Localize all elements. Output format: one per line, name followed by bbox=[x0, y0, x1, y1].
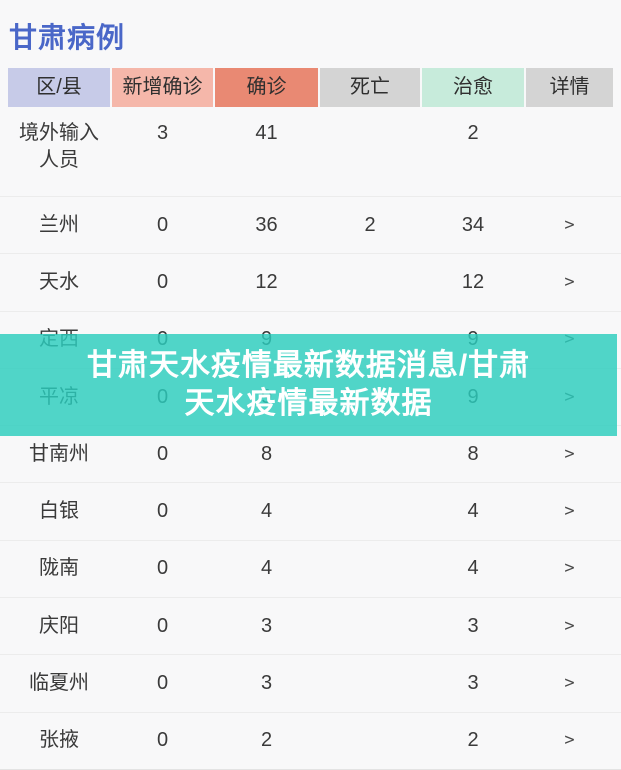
confirmed-value: 3 bbox=[260, 672, 273, 695]
table-row[interactable]: 兰州 0 36 2 34 > bbox=[0, 197, 621, 255]
region-name: 临夏州 bbox=[29, 672, 89, 695]
column-header-cured: 治愈 bbox=[422, 68, 524, 107]
cured-value: 2 bbox=[467, 729, 479, 752]
cured-value: 2 bbox=[467, 122, 479, 144]
cured-value: 3 bbox=[467, 614, 479, 637]
cured-value: 8 bbox=[467, 442, 479, 465]
column-header-detail: 详情 bbox=[526, 68, 613, 107]
new-confirmed-value: 0 bbox=[156, 270, 169, 293]
region-name: 陇南 bbox=[39, 557, 79, 580]
table-row: 境外输入人员 3 41 2 bbox=[0, 107, 621, 197]
overlay-text-line1: 甘肃天水疫情最新数据消息/甘肃 bbox=[86, 349, 531, 382]
chevron-right-icon[interactable]: > bbox=[564, 730, 575, 751]
cured-value: 4 bbox=[467, 500, 479, 523]
column-header-confirmed: 确诊 bbox=[215, 68, 318, 107]
overlay-banner: 甘肃天水疫情最新数据消息/甘肃 天水疫情最新数据 bbox=[0, 334, 617, 436]
new-confirmed-value: 0 bbox=[156, 729, 169, 752]
confirmed-value: 4 bbox=[260, 500, 273, 523]
table-row[interactable]: 陇南 0 4 4 > bbox=[0, 541, 621, 599]
chevron-right-icon[interactable]: > bbox=[564, 214, 575, 235]
table-row[interactable]: 张掖 0 2 2 > bbox=[0, 713, 621, 769]
chevron-right-icon[interactable]: > bbox=[564, 673, 575, 694]
column-header-region: 区/县 bbox=[8, 68, 110, 107]
confirmed-value: 3 bbox=[260, 614, 273, 637]
new-confirmed-value: 0 bbox=[156, 213, 169, 236]
chevron-right-icon[interactable]: > bbox=[564, 501, 575, 522]
table-row[interactable]: 天水 0 12 12 > bbox=[0, 254, 621, 312]
title-band: 甘肃病例 bbox=[0, 0, 621, 68]
table-row[interactable]: 庆阳 0 3 3 > bbox=[0, 598, 621, 656]
cured-value: 3 bbox=[467, 672, 479, 695]
table-row[interactable]: 甘南州 0 8 8 > bbox=[0, 426, 621, 484]
region-name: 庆阳 bbox=[39, 614, 79, 637]
region-name: 境外输入人员 bbox=[19, 122, 99, 171]
confirmed-value: 41 bbox=[255, 122, 278, 144]
region-name: 甘南州 bbox=[29, 442, 89, 465]
chevron-right-icon[interactable]: > bbox=[564, 271, 575, 292]
region-name: 白银 bbox=[39, 500, 79, 523]
chevron-right-icon[interactable]: > bbox=[564, 443, 575, 464]
chevron-right-icon[interactable]: > bbox=[564, 615, 575, 636]
region-name: 张掖 bbox=[39, 729, 79, 752]
confirmed-value: 12 bbox=[255, 270, 278, 293]
new-confirmed-value: 0 bbox=[156, 614, 169, 637]
table-row[interactable]: 白银 0 4 4 > bbox=[0, 483, 621, 541]
new-confirmed-value: 3 bbox=[156, 122, 169, 144]
cured-value: 12 bbox=[461, 270, 485, 293]
new-confirmed-value: 0 bbox=[156, 672, 169, 695]
overlay-text-line2: 天水疫情最新数据 bbox=[184, 387, 433, 420]
table-row[interactable]: 临夏州 0 3 3 > bbox=[0, 655, 621, 713]
cured-value: 34 bbox=[461, 213, 485, 236]
confirmed-value: 8 bbox=[260, 442, 273, 465]
table-body: 境外输入人员3412兰州036234>天水01212>定西099>平凉099>甘… bbox=[0, 107, 621, 769]
confirmed-value: 4 bbox=[260, 557, 273, 580]
region-name: 兰州 bbox=[39, 213, 79, 236]
column-header-new: 新增确诊 bbox=[112, 68, 213, 107]
chevron-right-icon[interactable]: > bbox=[564, 558, 575, 579]
new-confirmed-value: 0 bbox=[156, 500, 169, 523]
confirmed-value: 2 bbox=[260, 729, 273, 752]
table-header: 区/县 新增确诊 确诊 死亡 治愈 详情 bbox=[0, 68, 621, 107]
death-value: 2 bbox=[364, 213, 376, 236]
new-confirmed-value: 0 bbox=[156, 442, 169, 465]
confirmed-value: 36 bbox=[255, 213, 278, 236]
new-confirmed-value: 0 bbox=[156, 557, 169, 580]
column-header-death: 死亡 bbox=[320, 68, 420, 107]
page-title: 甘肃病例 bbox=[9, 22, 126, 53]
cured-value: 4 bbox=[467, 557, 479, 580]
region-name: 天水 bbox=[39, 270, 79, 293]
